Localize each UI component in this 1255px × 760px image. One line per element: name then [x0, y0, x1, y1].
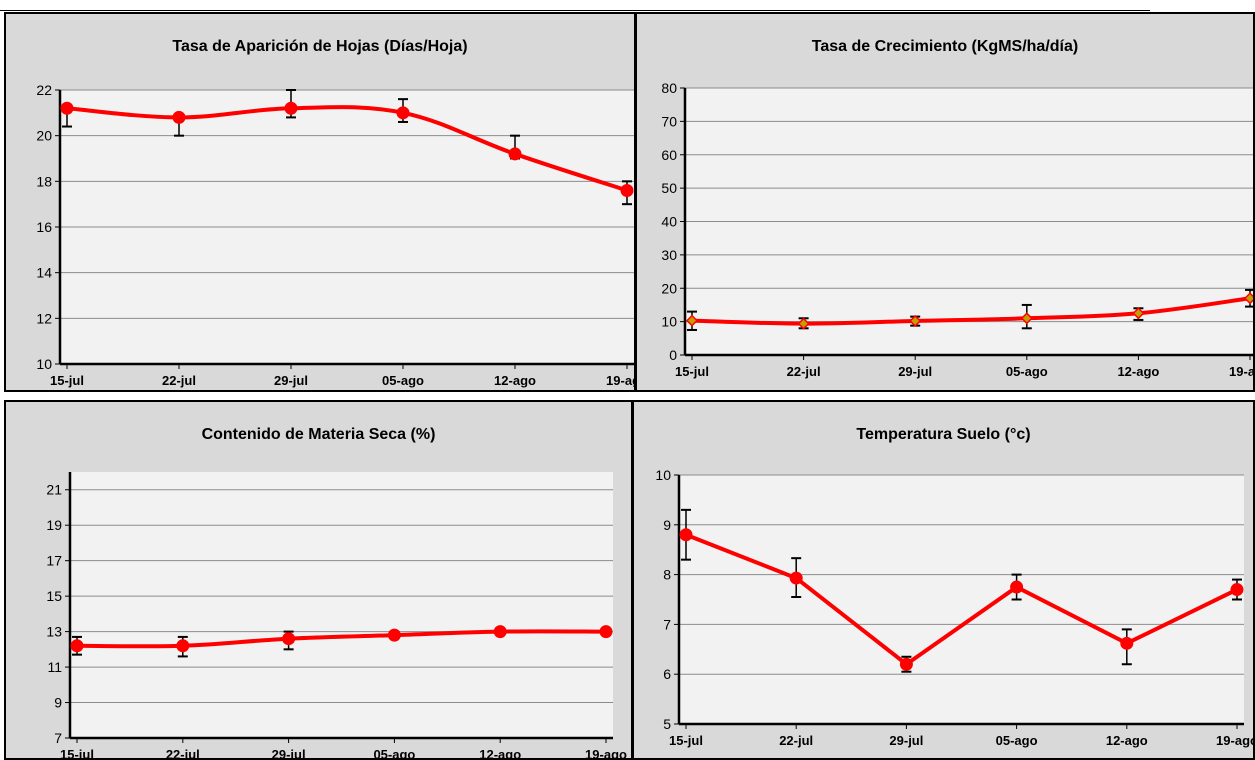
data-point — [176, 639, 190, 653]
data-point — [797, 317, 810, 330]
data-point — [685, 314, 699, 327]
x-tick-label: 15-jul — [60, 747, 94, 760]
x-tick-label: 22-jul — [779, 733, 813, 748]
x-tick-label: 12-ago — [1117, 364, 1159, 379]
data-point — [396, 106, 410, 120]
y-tick-label: 7 — [54, 730, 62, 746]
x-tick-label: 22-jul — [162, 373, 196, 388]
y-tick-label: 21 — [46, 482, 62, 498]
x-tick-label: 12-ago — [1106, 733, 1148, 748]
data-point — [899, 657, 913, 671]
x-tick-label: 12-ago — [479, 747, 521, 760]
y-tick-label: 12 — [36, 310, 52, 326]
data-point — [60, 101, 74, 115]
y-tick-label: 70 — [661, 113, 677, 129]
y-tick-label: 80 — [661, 80, 677, 96]
series-line — [65, 105, 629, 193]
chart-panel-soil-temperature: Temperatura Suelo (°c) 5 6 7 8 9 10 15-jul 22-j… — [632, 400, 1255, 760]
x-tick-label: 22-jul — [787, 364, 821, 379]
x-tick-label: 12-ago — [494, 373, 536, 388]
x-tick-label: 22-jul — [166, 747, 200, 760]
x-tick-label: 19-ago — [606, 373, 636, 388]
y-tick-label: 8 — [663, 567, 671, 583]
chart-panel-leaf-appearance: Tasa de Aparición de Hojas (Días/Hoja) 1… — [4, 12, 636, 392]
series-line — [690, 296, 1252, 326]
data-point — [789, 571, 803, 585]
x-tick-label: 29-jul — [274, 373, 308, 388]
y-tick-label: 14 — [36, 265, 52, 281]
chart-panel-growth-rate: Tasa de Crecimiento (KgMS/ha/día) 0 10 20 3… — [635, 12, 1255, 392]
chart-title: Tasa de Aparición de Hojas (Días/Hoja) — [172, 38, 468, 55]
y-tick-label: 30 — [661, 247, 677, 263]
x-tick-label: 29-jul — [272, 747, 306, 760]
x-tick-label: 19-ago — [585, 747, 627, 760]
data-point — [599, 625, 613, 639]
data-point — [1132, 307, 1145, 320]
x-tick-label: 15-jul — [675, 364, 709, 379]
y-tick-label: 10 — [655, 467, 671, 483]
y-tick-label: 15 — [46, 588, 62, 604]
data-point — [387, 628, 401, 642]
y-tick-label: 0 — [669, 347, 677, 363]
chart-title: Tasa de Crecimiento (KgMS/ha/día) — [811, 38, 1079, 55]
y-tick-label: 10 — [661, 314, 677, 330]
x-tick-label: 29-jul — [889, 733, 923, 748]
y-tick-label: 17 — [46, 553, 62, 569]
data-point — [172, 110, 186, 124]
x-tick-label: 05-ago — [373, 747, 415, 760]
data-point — [1010, 580, 1024, 594]
chart-title: Contenido de Materia Seca (%) — [201, 426, 436, 443]
y-tick-label: 20 — [36, 128, 52, 144]
data-point — [493, 625, 507, 639]
data-point — [508, 147, 522, 161]
x-tick-label: 19-ago — [1229, 364, 1255, 379]
plot-area — [679, 475, 1244, 724]
y-tick-label: 9 — [663, 517, 671, 533]
y-tick-label: 10 — [36, 356, 52, 372]
y-tick-label: 16 — [36, 219, 52, 235]
y-tick-label: 19 — [46, 517, 62, 533]
data-point — [1243, 292, 1253, 305]
data-point — [620, 183, 634, 197]
y-tick-label: 60 — [661, 147, 677, 163]
y-tick-label: 5 — [663, 716, 671, 732]
y-tick-label: 18 — [36, 173, 52, 189]
data-point — [284, 101, 298, 115]
y-tick-label: 40 — [661, 214, 677, 230]
top-rule — [0, 10, 1150, 11]
chart-panel-dry-matter: Contenido de Materia Seca (%) 7 9 11 13 15 17… — [4, 400, 633, 760]
x-tick-label: 15-jul — [50, 373, 84, 388]
data-point — [282, 632, 296, 646]
x-tick-label: 15-jul — [669, 733, 703, 748]
x-tick-label: 19-ago — [1216, 733, 1255, 748]
x-tick-label: 05-ago — [1006, 364, 1048, 379]
data-point — [1120, 636, 1134, 650]
y-tick-label: 50 — [661, 180, 677, 196]
x-tick-label: 05-ago — [382, 373, 424, 388]
data-point — [679, 528, 693, 542]
series-line — [75, 629, 608, 649]
chart-leaf-appearance: 10 12 14 16 18 20 22 15-jul 22-jul 29-jul 05-ago 12… — [36, 82, 636, 388]
data-point — [909, 314, 922, 328]
y-tick-label: 13 — [46, 624, 62, 640]
y-tick-label: 20 — [661, 280, 677, 296]
y-tick-label: 7 — [663, 616, 671, 632]
chart-soil-temperature: 5 6 7 8 9 10 15-jul 22-jul 29-jul 05-ago 12-ago 19-… — [655, 467, 1255, 748]
chart-growth-rate: 0 10 20 30 40 50 60 70 80 15-jul 22-jul 29-jul 05-ag… — [661, 80, 1255, 379]
plot-area — [70, 472, 613, 738]
y-tick-label: 9 — [54, 695, 62, 711]
y-tick-label: 6 — [663, 666, 671, 682]
data-point — [1230, 583, 1244, 597]
series-line — [684, 532, 1239, 667]
x-tick-label: 29-jul — [898, 364, 932, 379]
y-tick-label: 11 — [47, 659, 62, 675]
y-tick-label: 22 — [36, 82, 52, 98]
data-point — [70, 639, 84, 653]
chart-dry-matter: 7 9 11 13 15 17 19 21 15-jul 22-jul 29-jul 05-ago 12… — [46, 472, 627, 760]
x-tick-label: 05-ago — [996, 733, 1038, 748]
data-point — [1020, 312, 1033, 325]
chart-title: Temperatura Suelo (°c) — [856, 426, 1031, 443]
